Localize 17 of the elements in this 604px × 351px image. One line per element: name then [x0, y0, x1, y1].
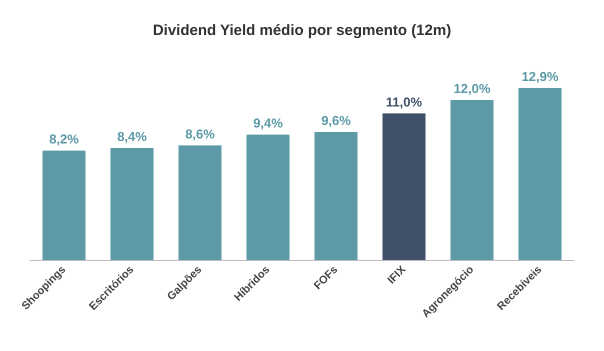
bar — [42, 150, 86, 260]
data-label: 8,4% — [117, 129, 148, 144]
chart-title: Dividend Yield médio por segmento (12m) — [152, 22, 452, 39]
data-label: 8,6% — [185, 126, 216, 142]
data-label: 8,2% — [49, 132, 80, 147]
data-label: 11,0% — [386, 94, 423, 110]
data-label: 9,6% — [321, 113, 352, 128]
bar — [382, 113, 426, 260]
bar — [110, 148, 154, 260]
bar — [518, 88, 562, 260]
bar — [178, 145, 222, 260]
data-label: 12,0% — [454, 81, 491, 96]
bar — [314, 132, 358, 260]
bar — [246, 134, 290, 260]
data-label: 9,4% — [253, 116, 284, 131]
data-label: 12,9% — [522, 69, 559, 84]
bar — [450, 100, 494, 260]
